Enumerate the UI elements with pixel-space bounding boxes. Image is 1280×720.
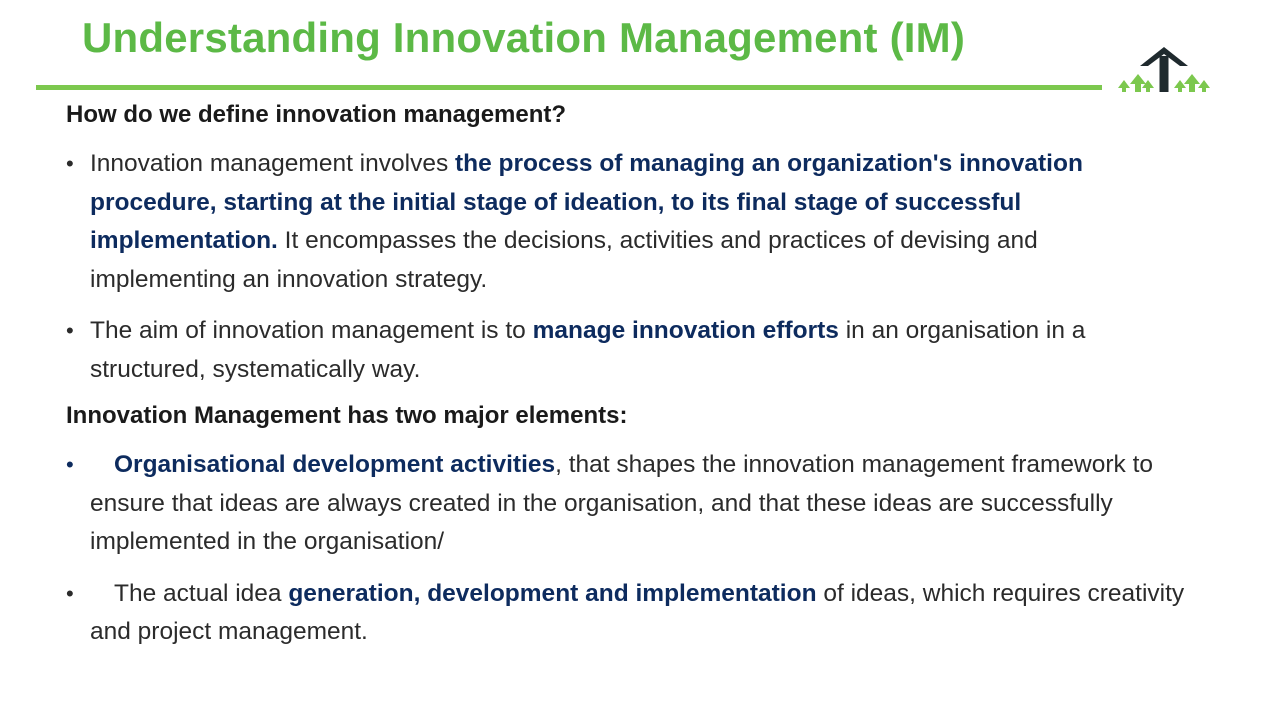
section-heading-elements: Innovation Management has two major elem… — [66, 402, 628, 429]
bullet-dot: • — [66, 580, 74, 606]
definition-bullet-list: • Innovation management involves the proc… — [66, 145, 1186, 389]
bullet-dot: • — [66, 318, 74, 343]
upward-arrows-logo-icon — [1118, 47, 1210, 92]
emphasis-text: Organisational development activities — [114, 451, 556, 478]
bullet-dot: • — [66, 151, 74, 176]
section-heading-definition: How do we define innovation management? — [66, 101, 567, 128]
emphasis-text: manage innovation efforts — [532, 317, 839, 344]
list-item: • Innovation management involves the proc… — [66, 145, 1186, 299]
list-item: • Organisational development activities, … — [66, 446, 1186, 562]
bullet-dot: • — [66, 452, 74, 477]
slide-body: How do we define innovation management? … — [66, 98, 1186, 652]
list-item: • The actual idea generation, development… — [66, 575, 1186, 652]
emphasis-text: generation, development and implementati… — [288, 579, 817, 607]
elements-bullet-list: • Organisational development activities, … — [66, 446, 1186, 652]
list-item: • The aim of innovation management is to … — [66, 312, 1186, 389]
slide-title: Understanding Innovation Management (IM) — [82, 14, 966, 61]
emphasis-text: the process of managing an organization'… — [90, 150, 1083, 254]
title-underline — [36, 85, 1102, 90]
